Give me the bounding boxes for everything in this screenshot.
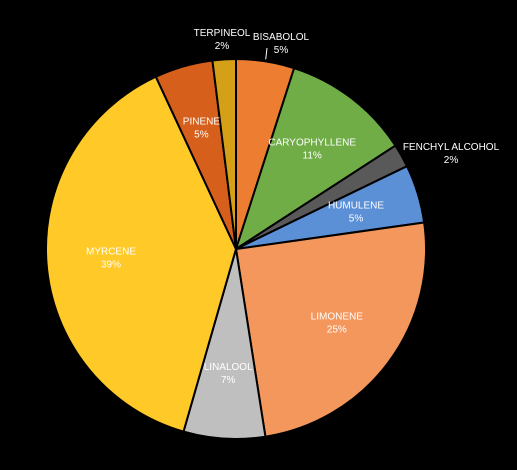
pie-labels: BISABOLOL 5% CARYOPHYLLENE 11% FENCHYL ALCOH… (86, 28, 500, 386)
pie-slices (45, 57, 427, 440)
pie-label-category: HUMULENE (328, 201, 384, 212)
pie-slice-terpineol (211, 57, 237, 250)
pie-label-percent: 5% (349, 214, 364, 225)
pie-label-percent: 2% (215, 41, 230, 52)
pie-label-category: LIMONENE (311, 312, 364, 323)
pie-label-linalool: LINALOOL 7% (204, 362, 253, 386)
pie-label-percent: 11% (303, 150, 322, 161)
pie-label-bisabolol: BISABOLOL 5% (253, 32, 310, 56)
pie-label-category: PINENE (183, 117, 221, 128)
pie-label-fenchyl-alcohol: FENCHYL ALCOHOL 2% (403, 142, 500, 166)
pie-slice-limonene (234, 221, 427, 438)
pie-label-limonene: LIMONENE 25% (311, 312, 364, 336)
pie-slice-caryophyllene (234, 66, 397, 252)
pie-label-percent: 7% (221, 375, 236, 386)
pie-label-terpineol: TERPINEOL 2% (194, 28, 251, 52)
pie-label-percent: 5% (274, 45, 289, 56)
pie-label-percent: 25% (327, 325, 347, 336)
pie-label-category: CARYOPHYLLENE (268, 137, 356, 148)
pie-label-percent: 5% (194, 130, 209, 141)
pie-label-humulene: HUMULENE 5% (328, 201, 384, 225)
pie-label-category: TERPINEOL (194, 28, 251, 39)
pie-label-pinene: PINENE 5% (183, 117, 221, 141)
leader-line-bisabolol (265, 47, 268, 60)
pie-label-percent: 2% (444, 155, 459, 166)
pie-slice-myrcene (45, 75, 238, 433)
pie-label-category: FENCHYL ALCOHOL (403, 142, 500, 153)
pie-label-category: LINALOOL (204, 362, 253, 373)
pie-label-category: MYRCENE (86, 247, 136, 258)
pie-label-caryophyllene: CARYOPHYLLENE 11% (268, 137, 356, 161)
pie-label-percent: 39% (101, 260, 121, 271)
pie-label-category: BISABOLOL (253, 32, 310, 43)
pie-label-myrcene: MYRCENE 39% (86, 247, 136, 271)
